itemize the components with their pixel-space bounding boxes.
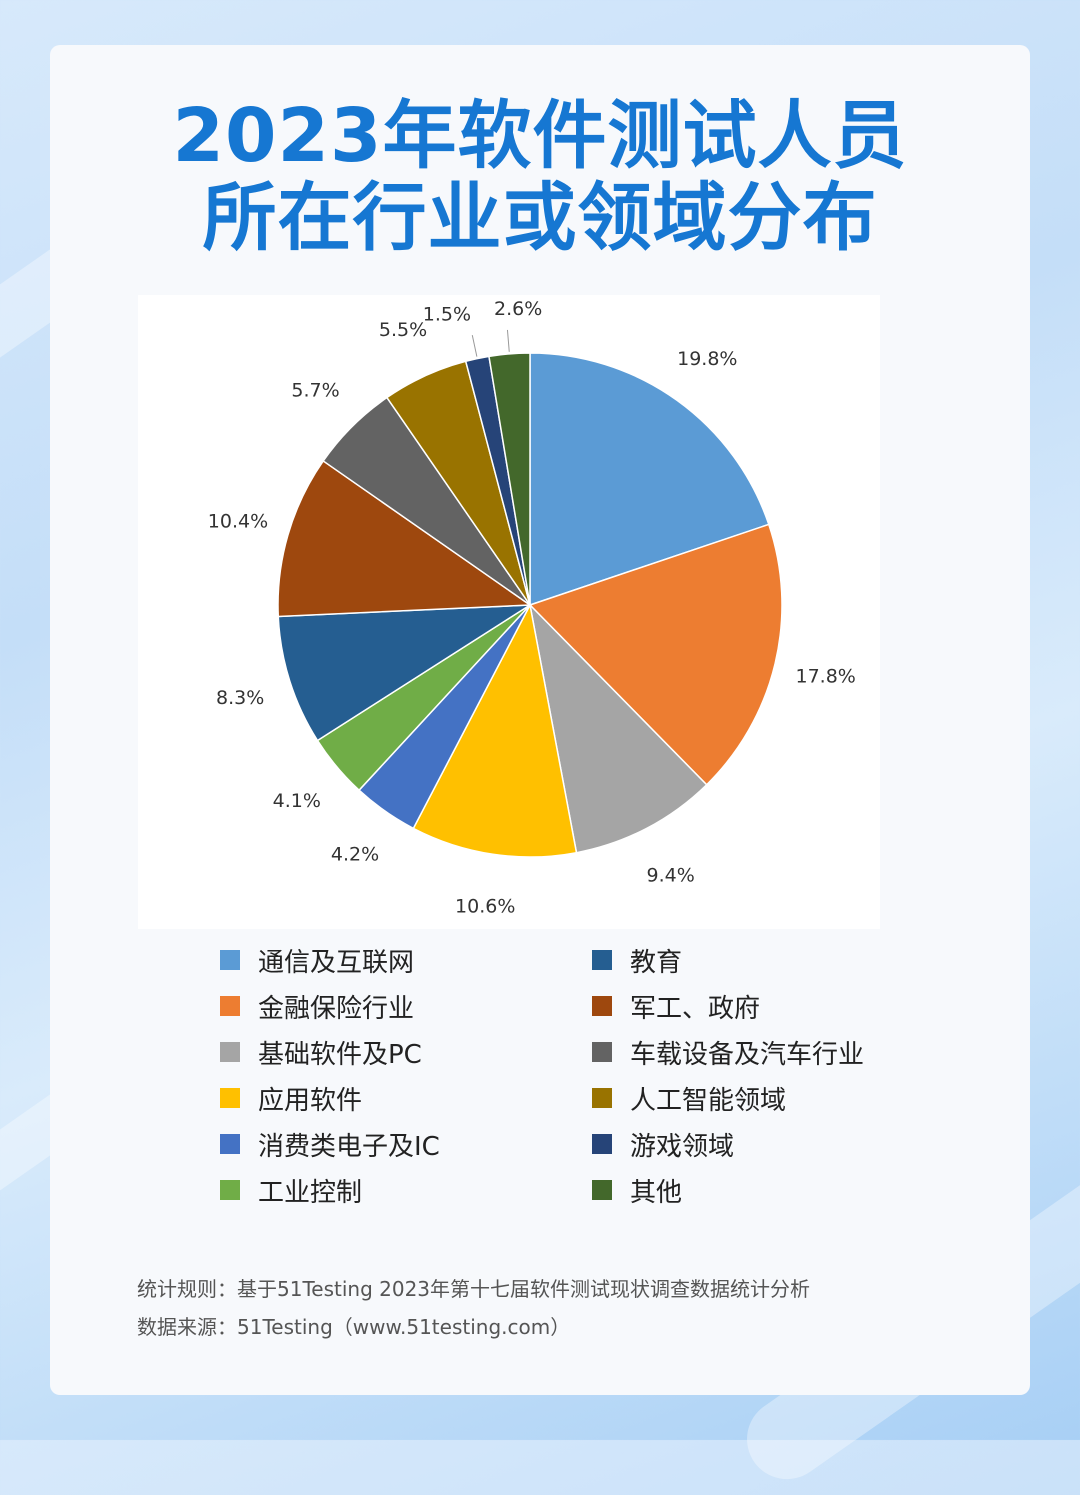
legend-label: 工业控制: [258, 1177, 363, 1208]
slice-value-label: 19.8%: [677, 348, 737, 370]
slice-value-label: 9.4%: [647, 864, 695, 886]
pie-slice: [529, 352, 770, 607]
legend-item: 消费类电子及IC: [220, 1129, 440, 1162]
legend-item: 车载设备及汽车行业: [592, 1037, 864, 1070]
slice-value-label: 8.3%: [216, 687, 264, 709]
legend-swatch: [592, 1134, 612, 1154]
chart-title: 2023年软件测试人员 所在行业或领域分布: [50, 95, 1030, 259]
pie-chart: 19.8% 17.8% 9.4% 10.6% 4.2% 4.1% 8.3% 10.4% 5.7%…: [208, 298, 856, 918]
legend-swatch: [592, 1088, 612, 1108]
pie-slice: [528, 602, 708, 854]
legend-swatch: [220, 1134, 240, 1154]
title-line-2: 所在行业或领域分布: [202, 175, 878, 261]
legend-swatch: [220, 1088, 240, 1108]
legend-item: 其他: [592, 1175, 682, 1208]
legend-label: 军工、政府: [630, 993, 761, 1024]
slice-value-label: 10.6%: [455, 896, 515, 918]
pie-slice: [488, 352, 531, 606]
legend-swatch: [592, 1042, 612, 1062]
legend-item: 游戏领域: [592, 1129, 734, 1162]
slice-value-label: 17.8%: [796, 666, 856, 688]
footnote-rule: 统计规则：基于51Testing 2023年第十七届软件测试现状调查数据统计分析: [137, 1277, 811, 1301]
legend-swatch: [592, 1180, 612, 1200]
legend-item: 应用软件: [220, 1083, 362, 1116]
legend-label: 消费类电子及IC: [258, 1131, 440, 1162]
legend-item: 通信及互联网: [220, 945, 414, 978]
slice-value-label: 4.2%: [331, 844, 379, 866]
legend-swatch: [220, 950, 240, 970]
label-leader-line: [506, 329, 510, 352]
legend-swatch: [220, 1180, 240, 1200]
legend-label: 基础软件及PC: [258, 1039, 422, 1070]
legend-label: 通信及互联网: [258, 947, 415, 978]
legend-label: 其他: [630, 1177, 683, 1208]
pie-slice: [412, 602, 578, 858]
legend-label: 金融保险行业: [258, 993, 415, 1024]
pie-chart-area: 19.8% 17.8% 9.4% 10.6% 4.2% 4.1% 8.3% 10.4% 5.7%…: [138, 295, 880, 929]
slice-value-label: 4.1%: [273, 790, 321, 812]
title-line-1: 2023年软件测试人员: [172, 93, 908, 179]
card: 2023年软件测试人员 所在行业或领域分布 19.8% 17.8% 9.4% 10.6…: [50, 45, 1030, 1395]
pie-slice: [277, 459, 533, 618]
legend-item: 基础软件及PC: [220, 1037, 422, 1070]
legend-item: 工业控制: [220, 1175, 362, 1208]
slice-value-label: 5.5%: [379, 319, 427, 341]
legend-swatch: [592, 996, 612, 1016]
slice-value-label: 5.7%: [291, 380, 339, 402]
legend-label: 应用软件: [258, 1085, 363, 1116]
label-leader-line: [471, 334, 478, 357]
legend-swatch: [220, 996, 240, 1016]
legend-item: 军工、政府: [592, 991, 760, 1024]
legend-swatch: [220, 1042, 240, 1062]
pie-slice: [277, 604, 533, 742]
pie-slice: [528, 523, 783, 786]
slice-value-label: 1.5%: [423, 303, 471, 325]
footnote-source: 数据来源：51Testing（www.51testing.com）: [137, 1315, 571, 1339]
legend-item: 金融保险行业: [220, 991, 414, 1024]
legend-label: 人工智能领域: [630, 1085, 787, 1116]
legend-label: 车载设备及汽车行业: [630, 1039, 865, 1070]
slice-value-label: 10.4%: [208, 511, 268, 533]
legend-swatch: [592, 950, 612, 970]
legend-item: 教育: [592, 945, 682, 978]
slice-value-label: 2.6%: [494, 298, 542, 320]
legend-label: 教育: [630, 947, 683, 978]
legend-label: 游戏领域: [630, 1131, 735, 1162]
legend-item: 人工智能领域: [592, 1083, 786, 1116]
